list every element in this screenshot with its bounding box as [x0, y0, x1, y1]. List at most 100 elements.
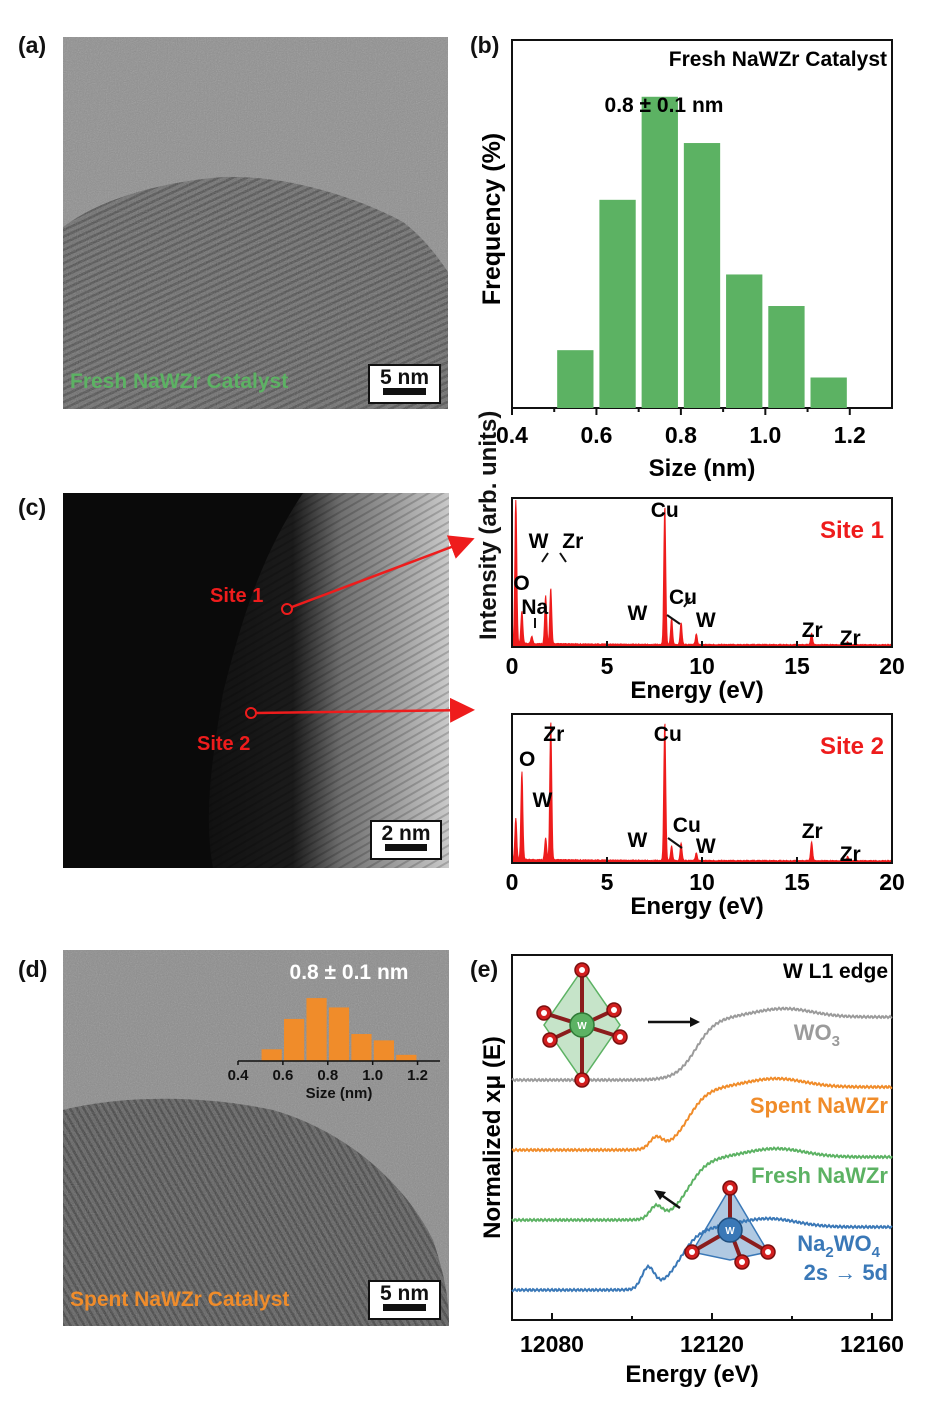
scale-bar-d: 5 nm — [368, 1280, 441, 1320]
peak-label: W — [529, 530, 549, 553]
x-tick-label: 1.2 — [834, 422, 866, 448]
panel-label-d: (d) — [18, 956, 48, 982]
histogram-bar — [726, 274, 763, 408]
scale-bar-a: 5 nm — [368, 364, 441, 404]
pointer-arrow-head — [690, 1017, 700, 1027]
y-axis-label: Normalized xμ (E) — [479, 1036, 506, 1239]
xanes-series-line — [511, 1146, 893, 1223]
chart-title: Fresh NaWZr Catalyst — [669, 48, 887, 71]
series-label: Na2WO4 — [797, 1231, 880, 1261]
scale-bar-a-line — [383, 388, 426, 395]
inset-bar — [396, 1054, 417, 1061]
x-tick-label: 0 — [506, 653, 519, 679]
x-tick-label: 12080 — [520, 1331, 584, 1357]
inset-bar — [351, 1034, 372, 1061]
inset-bar — [284, 1018, 305, 1061]
svg-text:W: W — [577, 1021, 587, 1032]
histogram-fresh: 0.4 0.6 0.8 1.0 1.2 Size (nm) Frequency (%) Fre… — [478, 39, 893, 482]
inset-x-tick-label: 1.0 — [362, 1067, 383, 1084]
site-1-label: Site 1 — [210, 585, 264, 607]
peak-label: W — [627, 602, 647, 625]
x-tick-label: 0.4 — [496, 422, 528, 448]
inset-bar — [373, 1040, 394, 1061]
x-tick-label: 10 — [689, 653, 715, 679]
x-tick-label: 20 — [879, 869, 905, 895]
site-2-marker — [245, 707, 257, 719]
peak-label: Cu — [673, 814, 701, 837]
x-tick-label: 12120 — [680, 1331, 744, 1357]
peak-label: Cu — [669, 586, 697, 609]
pointer-arrow — [659, 1192, 681, 1210]
panel-label-c: (c) — [18, 494, 47, 520]
peak-label: Na — [521, 596, 548, 619]
inset-x-tick-label: 0.6 — [272, 1067, 293, 1084]
inset-bar — [261, 1049, 282, 1061]
xanes-series-line — [511, 1076, 893, 1153]
size-annotation: 0.8 ± 0.1 nm — [605, 94, 724, 117]
series-label: WO3 — [794, 1020, 840, 1050]
peak-label: Zr — [840, 843, 861, 866]
site-title: Site 2 — [820, 733, 884, 760]
peak-label: W — [532, 789, 552, 812]
x-axis-label: Energy (eV) — [630, 677, 763, 704]
histogram-bar — [810, 377, 847, 408]
x-tick-label: 0 — [506, 869, 519, 895]
histogram-bar — [557, 350, 594, 408]
caption-spent-catalyst: Spent NaWZr Catalyst — [70, 1288, 290, 1311]
x-tick-label: 20 — [879, 653, 905, 679]
site-2-arrow — [255, 697, 475, 723]
panel-label-a: (a) — [18, 32, 47, 58]
histogram-spent-inset: 0.4 0.6 0.8 1.0 1.2 Size (nm) 0.8 ± 0.1 nm — [228, 961, 440, 1102]
x-axis-label: Energy (eV) — [630, 893, 763, 920]
x-tick-label: 5 — [601, 869, 614, 895]
peak-label: W — [696, 835, 716, 858]
arrow-zr — [559, 552, 567, 563]
peak-label: O — [513, 572, 529, 595]
arrow-w — [541, 552, 549, 563]
x-tick-label: 10 — [689, 869, 715, 895]
peak-label: W — [627, 829, 647, 852]
scale-bar-c-line — [385, 844, 427, 851]
inset-x-tick-label: 1.2 — [407, 1067, 428, 1084]
peak-label: O — [519, 748, 535, 771]
peak-label: Zr — [562, 530, 583, 553]
tem-image-fresh — [63, 37, 448, 409]
pointer-arrow-head — [654, 1190, 666, 1200]
scale-bar-a-label: 5 nm — [379, 366, 429, 389]
series-label: Fresh NaWZr — [751, 1163, 888, 1188]
panel-label-b: (b) — [470, 32, 500, 58]
peak-label: Zr — [802, 820, 823, 843]
x-axis-label: Size (nm) — [649, 455, 756, 482]
site-2-label: Site 2 — [197, 733, 251, 755]
scale-bar-d-label: 5 nm — [379, 1282, 429, 1305]
inset-x-tick-label: 0.8 — [317, 1067, 338, 1084]
x-tick-label: 0.8 — [665, 422, 697, 448]
wo4-tetrahedron-icon: W — [684, 1180, 776, 1270]
peak-label: Zr — [802, 619, 823, 642]
site-arrows — [245, 535, 475, 723]
inset-bar — [328, 1007, 350, 1061]
site-1-arrow — [291, 535, 475, 609]
peak-label: Zr — [543, 723, 564, 746]
histogram-bar — [768, 306, 805, 408]
site-title: Site 1 — [820, 517, 884, 544]
peak-label: Zr — [840, 627, 861, 650]
x-tick-label: 15 — [784, 869, 810, 895]
x-tick-label: 1.0 — [749, 422, 781, 448]
plot-frame — [511, 954, 893, 1321]
scale-bar-c-label: 2 nm — [381, 822, 431, 845]
transition-annotation: 2s → 5d — [804, 1260, 888, 1285]
peak-label: Cu — [654, 723, 682, 746]
series-label: Spent NaWZr — [750, 1093, 889, 1118]
peak-label: W — [696, 609, 716, 632]
svg-text:W: W — [725, 1226, 735, 1237]
chart-title: W L1 edge — [783, 960, 888, 983]
x-tick-label: 0.6 — [580, 422, 612, 448]
caption-fresh-catalyst: Fresh NaWZr Catalyst — [70, 370, 289, 393]
site-1-marker — [281, 603, 293, 615]
peak-label: Cu — [651, 499, 679, 522]
inset-bar — [306, 998, 327, 1061]
arrow-w-l — [666, 614, 681, 625]
arrow-cu — [683, 597, 691, 608]
